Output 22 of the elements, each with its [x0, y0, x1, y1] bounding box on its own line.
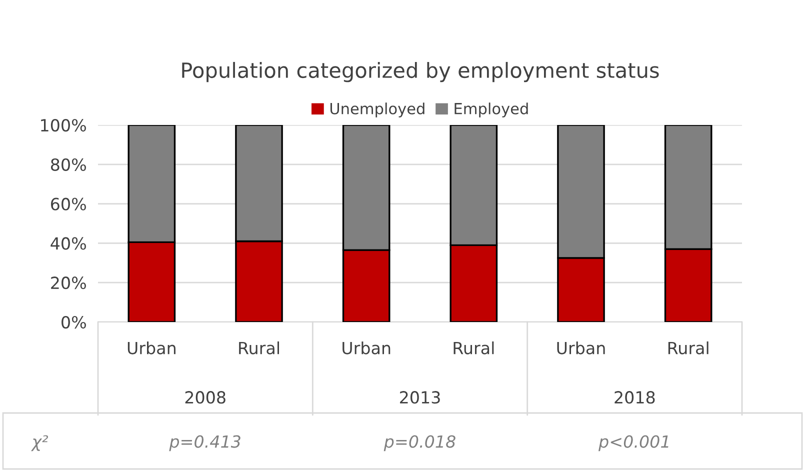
y-tick-label: 20% — [51, 276, 86, 290]
text: p<0.001 — [598, 435, 668, 452]
chart-title: Population categorized by employment status — [182, 62, 659, 82]
y-tick-label: 0% — [62, 316, 86, 329]
legend-label: Employed — [454, 102, 528, 118]
text: p=0.018 — [384, 435, 456, 452]
x-tick-label: Urban — [342, 341, 390, 354]
text: p=0.413 — [169, 435, 240, 452]
y-tick-label: 80% — [50, 158, 86, 171]
text: χ² — [30, 435, 48, 452]
x-tick-label: Urban — [557, 341, 605, 354]
x-tick-label: Rural — [668, 341, 708, 354]
legend-label: Unemployed — [330, 102, 424, 118]
text: 2018 — [614, 391, 655, 404]
text: 2008 — [185, 391, 226, 404]
x-tick-label: Urban — [128, 341, 176, 354]
y-tick-label: 40% — [50, 237, 86, 250]
x-tick-label: Rural — [239, 341, 279, 354]
y-tick-label: 100% — [41, 118, 86, 132]
x-tick-label: Rural — [454, 341, 494, 354]
y-tick-label: 60% — [51, 198, 86, 210]
text: 2013 — [400, 391, 440, 404]
